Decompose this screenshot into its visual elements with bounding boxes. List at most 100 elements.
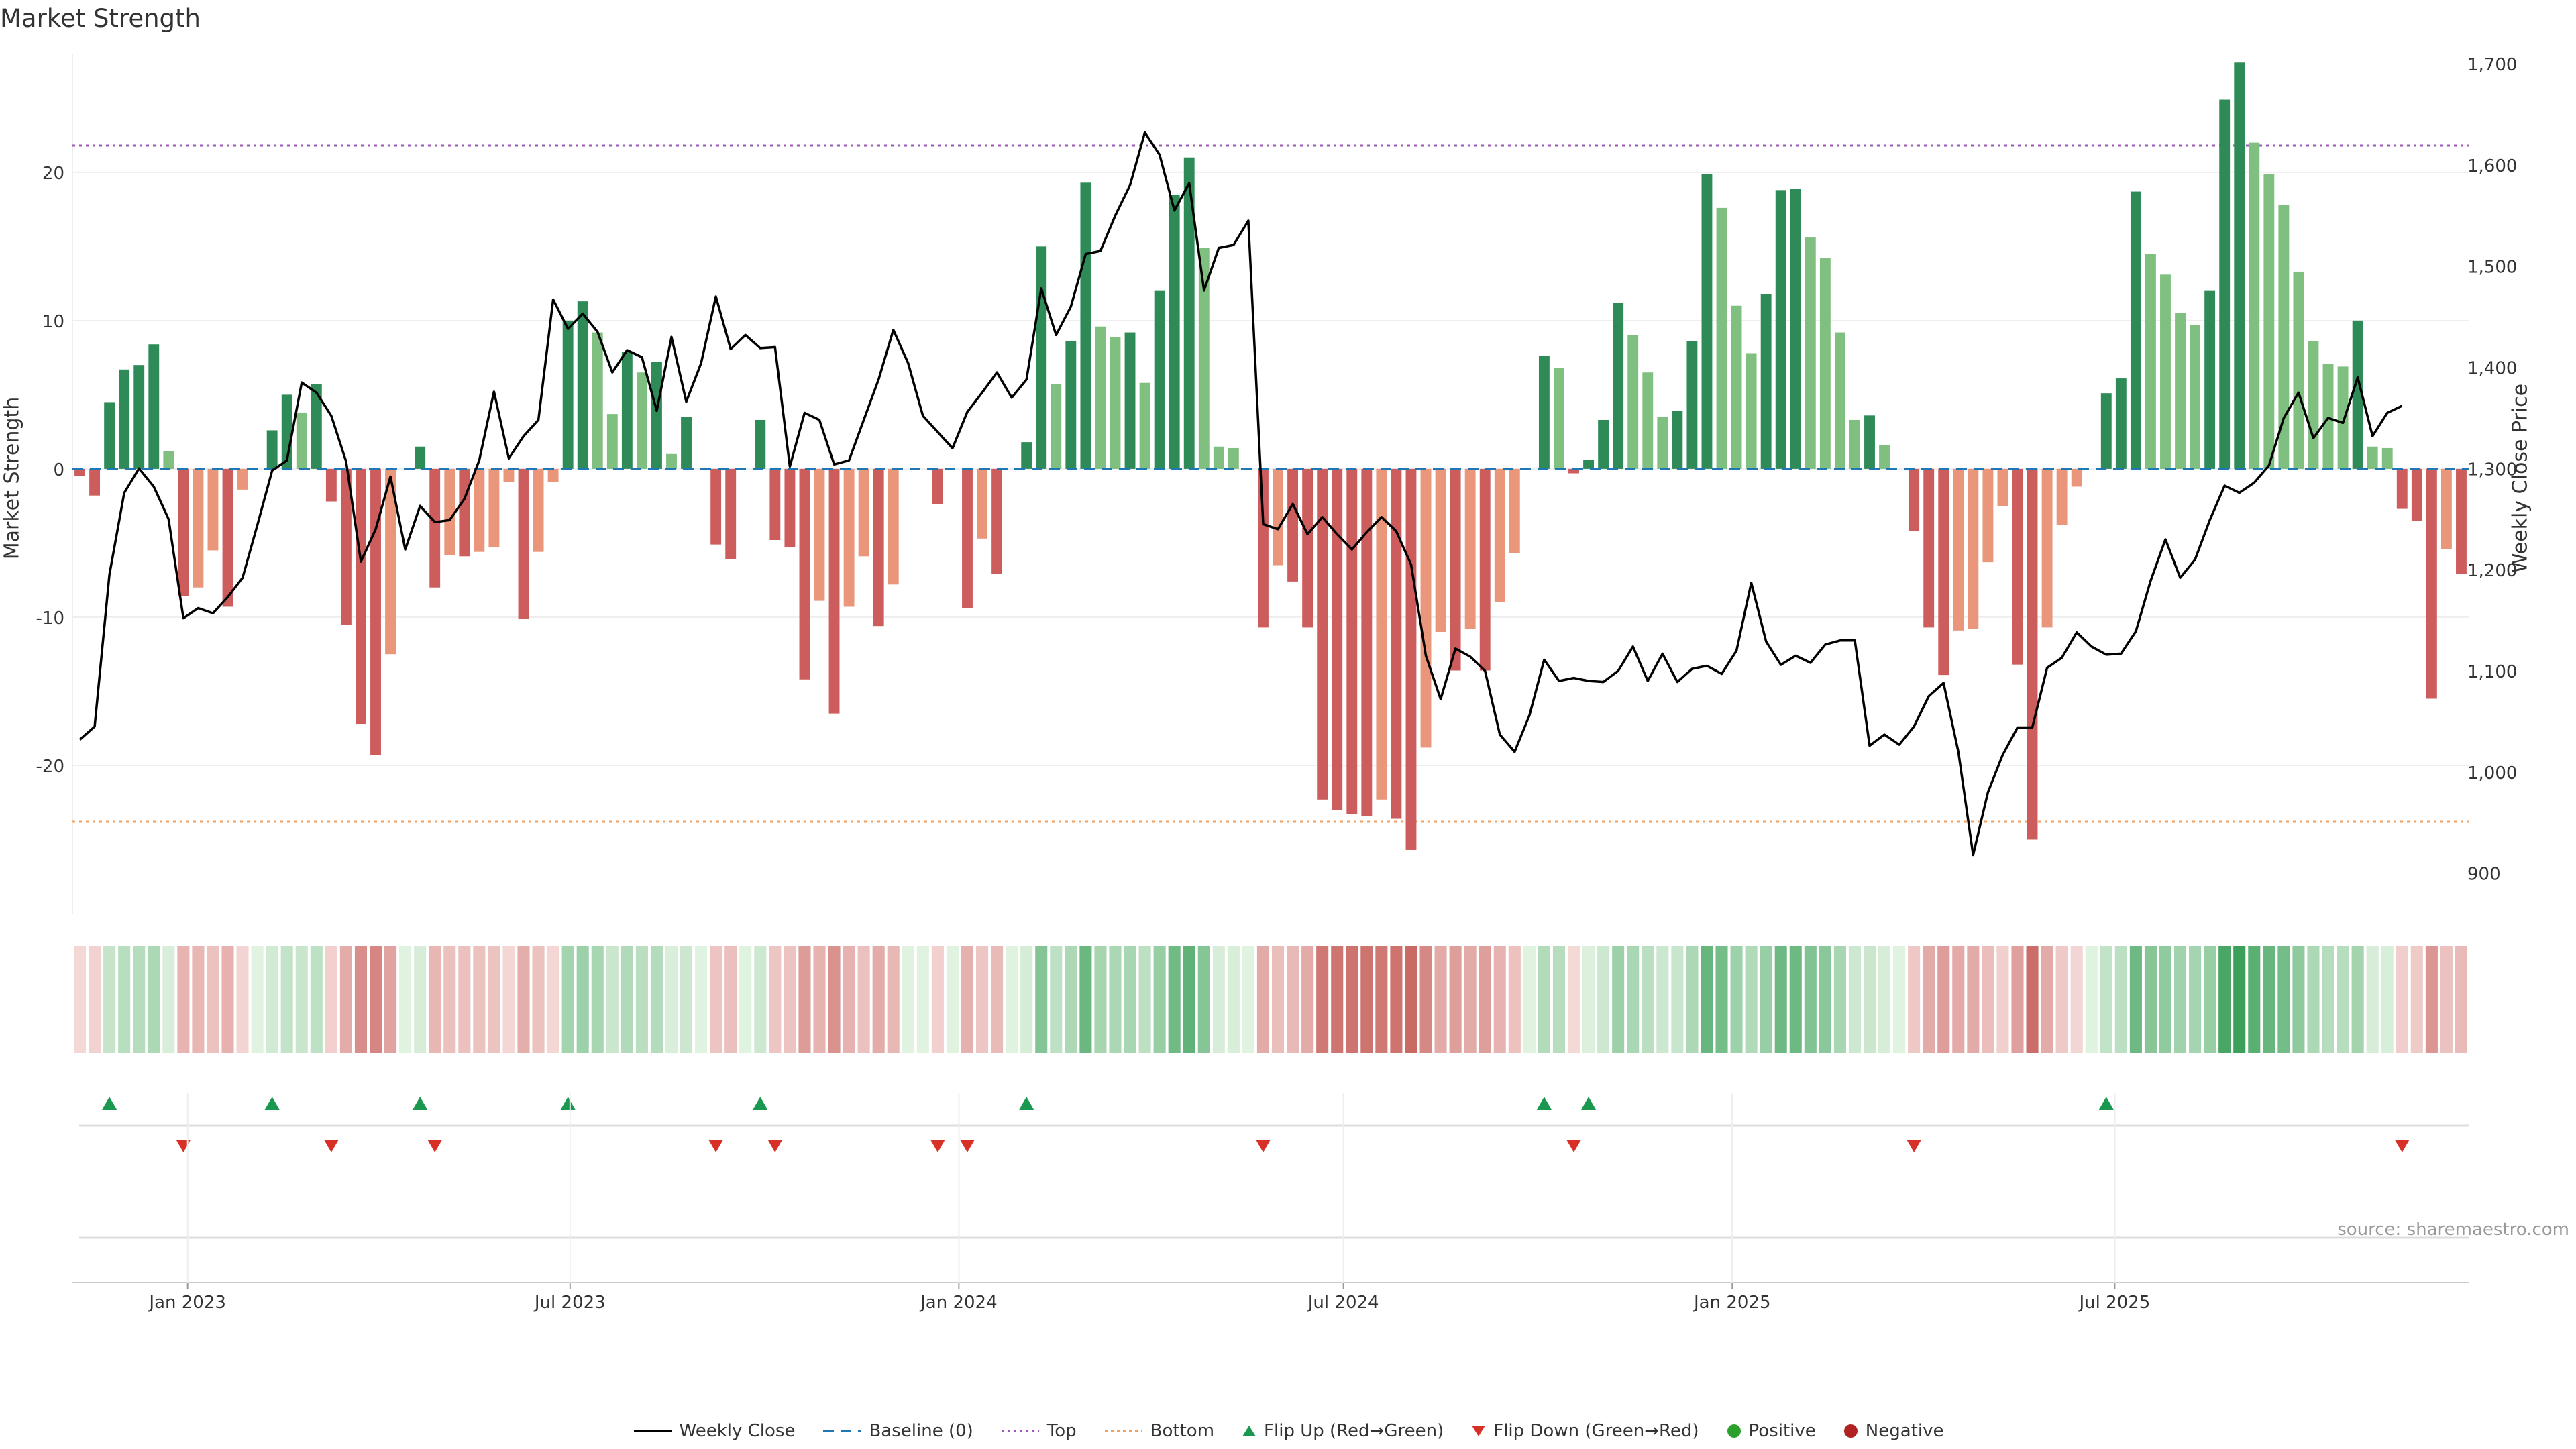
legend-item-top: Top: [1000, 1421, 1077, 1441]
heat-cell: [2011, 946, 2024, 1053]
strength-bar: [592, 332, 603, 469]
strength-bar: [1598, 419, 1609, 469]
heat-cell: [133, 946, 146, 1053]
heat-cell: [1701, 946, 1713, 1053]
legend-item-flip-up: Flip Up (Red→Green): [1241, 1421, 1444, 1441]
strength-bar: [2322, 363, 2334, 469]
strength-bar: [1923, 468, 1935, 628]
strength-bar: [977, 468, 987, 539]
strength-bar: [1731, 305, 1742, 469]
strength-bar: [1746, 353, 1757, 469]
heat-cell: [280, 946, 293, 1053]
heat-cell: [561, 946, 574, 1053]
flip-up-marker: [413, 1097, 428, 1110]
strength-bar: [1273, 468, 1283, 566]
strength-bar: [370, 468, 381, 755]
strength-bar: [725, 468, 737, 559]
strength-bar: [1169, 194, 1180, 469]
strength-bar: [1095, 326, 1106, 469]
heat-cell: [1833, 946, 1846, 1053]
strength-bar: [2190, 325, 2201, 469]
heat-cell: [325, 946, 337, 1053]
heat-cell: [399, 946, 412, 1053]
strength-bar: [2367, 446, 2378, 469]
x-tick-label: Jan 2024: [919, 1293, 998, 1313]
heat-cell: [354, 946, 368, 1053]
heat-cell: [502, 946, 515, 1053]
y2-tick-label: 1,100: [2467, 662, 2517, 682]
heat-cell: [339, 946, 352, 1053]
flip-up-marker: [560, 1097, 576, 1110]
heat-cell: [1863, 946, 1876, 1053]
strength-bar: [1716, 207, 1727, 469]
strength-bar: [2145, 254, 2156, 469]
heat-cell: [2366, 946, 2379, 1053]
heat-cell: [1908, 946, 1921, 1053]
line-dotted-icon: [1104, 1430, 1142, 1432]
strength-bar: [518, 468, 529, 619]
heat-cell: [606, 946, 619, 1053]
flip-down-marker: [1566, 1140, 1582, 1152]
heat-cell: [2440, 946, 2453, 1053]
heat-cell: [207, 946, 219, 1053]
strength-bar: [828, 468, 840, 714]
strength-bar: [2041, 468, 2053, 628]
x-tick-label: Jan 2023: [148, 1293, 226, 1313]
strength-bar: [444, 468, 455, 555]
strength-bar: [2440, 468, 2452, 549]
x-tick-label: Jul 2024: [1307, 1293, 1379, 1313]
strength-bar: [606, 414, 618, 469]
heat-cell: [1952, 946, 1965, 1053]
strength-bar: [2263, 174, 2275, 469]
y2-tick-label: 900: [2467, 865, 2501, 885]
strength-bar: [2352, 320, 2363, 469]
strength-bar: [266, 430, 278, 469]
heat-cell: [221, 946, 234, 1053]
heat-cell: [1523, 946, 1536, 1053]
strength-bar: [2278, 205, 2290, 469]
heat-cell: [1597, 946, 1610, 1053]
heat-cell: [1050, 946, 1063, 1053]
flip-up-marker: [753, 1097, 768, 1110]
flip-down-marker: [176, 1140, 191, 1152]
heat-cell: [1065, 946, 1077, 1053]
heat-cell: [1346, 946, 1358, 1053]
heat-cell: [369, 946, 382, 1053]
strength-bar: [547, 468, 559, 482]
strength-bar: [1642, 372, 1654, 469]
heat-cell: [1715, 946, 1728, 1053]
y2-tick-label: 1,500: [2467, 258, 2517, 278]
heat-cell: [1479, 946, 1491, 1053]
strength-bar: [769, 468, 781, 540]
flip-down-marker: [708, 1140, 724, 1152]
heat-cell: [1109, 946, 1122, 1053]
strength-bar: [104, 402, 115, 469]
heat-cell: [2144, 946, 2157, 1053]
strength-bar: [1036, 246, 1047, 469]
legend-item-weekly-close: Weekly Close: [633, 1421, 795, 1441]
heat-cell: [591, 946, 604, 1053]
heat-cell: [73, 946, 87, 1053]
heat-cell: [1405, 946, 1417, 1053]
legend: Weekly Close Baseline (0) Top Bottom Fli…: [0, 1421, 2576, 1441]
strength-bar: [2249, 142, 2260, 469]
strength-bar: [325, 468, 337, 502]
heat-cell: [488, 946, 500, 1053]
y2-tick-label: 1,400: [2467, 359, 2517, 379]
heat-cell: [458, 946, 471, 1053]
strength-bar: [1376, 468, 1387, 800]
strength-bar: [1228, 447, 1239, 469]
strength-bar: [1775, 190, 1786, 469]
strength-bar: [1361, 468, 1373, 816]
strength-bar: [533, 468, 544, 552]
heat-cell: [2381, 946, 2394, 1053]
strength-bar: [1110, 337, 1121, 469]
heat-cell: [813, 946, 826, 1053]
strength-bar: [1258, 468, 1269, 628]
strength-bar: [1760, 294, 1772, 469]
heat-cell: [2189, 946, 2202, 1053]
legend-item-flip-down: Flip Down (Green→Red): [1470, 1421, 1699, 1441]
heat-cell: [665, 946, 678, 1053]
circle-icon: [1843, 1424, 1858, 1438]
heat-cell: [517, 946, 530, 1053]
